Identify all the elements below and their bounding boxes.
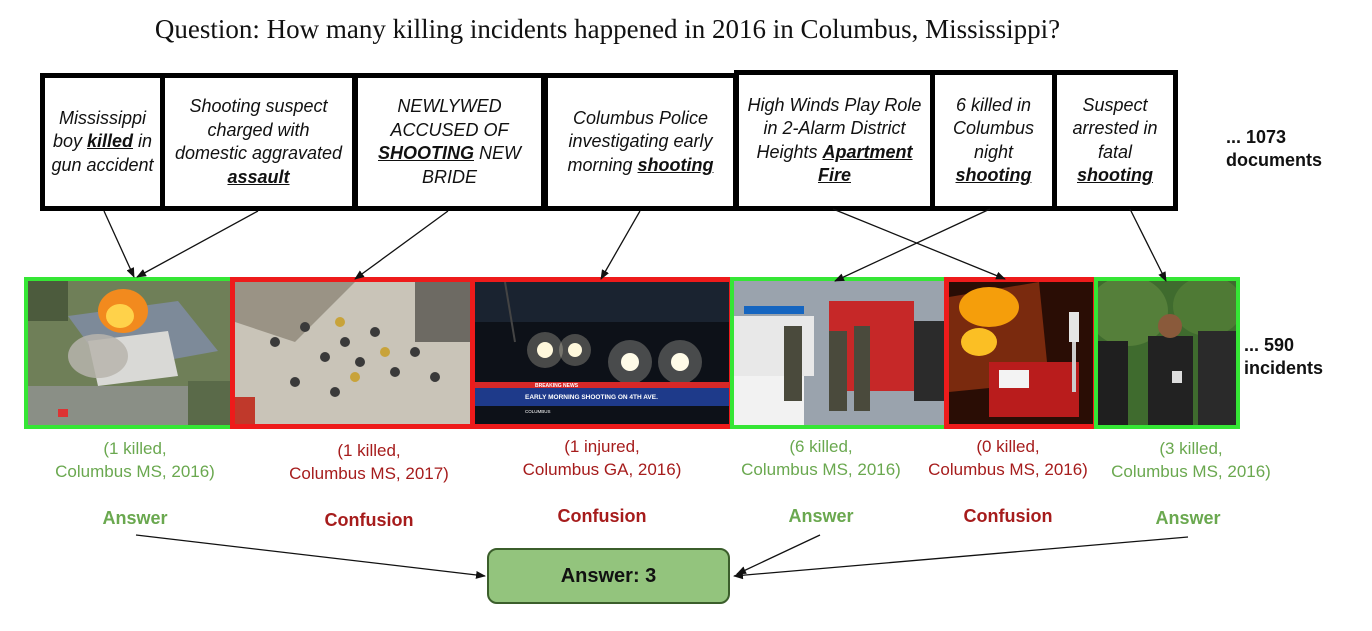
document-card: 6 killed in Columbus night shooting (930, 70, 1057, 211)
document-card: Mississippi boy killed in gun accident (40, 73, 165, 211)
broadcast-location: COLUMBUS (525, 409, 551, 414)
status-answer: Answer (788, 506, 854, 526)
document-card: NEWLYWED ACCUSED OF SHOOTING NEW BRIDE (353, 73, 546, 211)
incidents-count-label: ... 590 incidents (1244, 335, 1324, 378)
document-card: Suspect arrested in fatal shooting (1052, 70, 1178, 211)
arrow-answer1 (135, 534, 486, 579)
arrow-doc2 (136, 210, 259, 278)
incident-label: (6 killed, Columbus MS, 2016) (741, 437, 901, 479)
arrow-doc5 (832, 208, 1006, 280)
incident-photo-crime-scene (230, 277, 475, 429)
answer-box: Answer: 3 (487, 548, 730, 604)
incident-photo-police-scene (730, 277, 948, 429)
document-card: Columbus Police investigating early morn… (543, 73, 738, 211)
status-confusion: Confusion (324, 510, 414, 530)
arrow-doc4 (600, 210, 641, 280)
incident-label: (0 killed, Columbus MS, 2016) (928, 437, 1088, 479)
question-title: Question: How many killing incidents hap… (154, 14, 1061, 44)
arrow-doc3 (354, 210, 449, 280)
document-card: High Winds Play Role in 2-Alarm District… (734, 70, 935, 211)
police-officers-image (1098, 281, 1236, 425)
incident-label: (1 injured, Columbus GA, 2016) (522, 437, 682, 479)
incident-photo-house-fire (24, 277, 234, 429)
status-confusion: Confusion (963, 506, 1053, 526)
incident-label: (1 killed, Columbus MS, 2016) (55, 439, 215, 481)
house-fire-image (28, 281, 230, 425)
crime-scene-image (235, 282, 470, 424)
broadcast-top: BREAKING NEWS (535, 383, 579, 389)
arrow-doc6 (834, 208, 991, 282)
building-fire-image (949, 282, 1093, 424)
incident-photo-police-officers (1094, 277, 1240, 429)
documents-count-label: ... 1073 documents (1226, 127, 1323, 170)
incident-label: (1 killed, Columbus MS, 2017) (289, 441, 449, 483)
arrow-answer2 (736, 534, 821, 575)
status-answer: Answer (1155, 508, 1221, 528)
broadcast-headline: EARLY MORNING SHOOTING ON 4TH AVE. (525, 394, 658, 401)
status-confusion: Confusion (557, 506, 647, 526)
news-broadcast-image: BREAKING NEWS EARLY MORNING SHOOTING ON … (475, 282, 729, 424)
document-card: Shooting suspect charged with domestic a… (160, 73, 357, 211)
documents-row: Mississippi boy killed in gun accident S… (40, 70, 1210, 211)
status-answer: Answer (102, 508, 168, 528)
incident-images-row: BREAKING NEWS EARLY MORNING SHOOTING ON … (24, 277, 1240, 429)
police-scene-image (734, 281, 944, 425)
incident-photo-building-fire (944, 277, 1098, 429)
arrow-doc7 (1129, 208, 1167, 282)
incident-photo-news-broadcast: BREAKING NEWS EARLY MORNING SHOOTING ON … (470, 277, 734, 429)
incident-label: (3 killed, Columbus MS, 2016) (1111, 439, 1271, 481)
arrow-answer3 (733, 536, 1189, 580)
arrow-doc1 (103, 210, 135, 278)
